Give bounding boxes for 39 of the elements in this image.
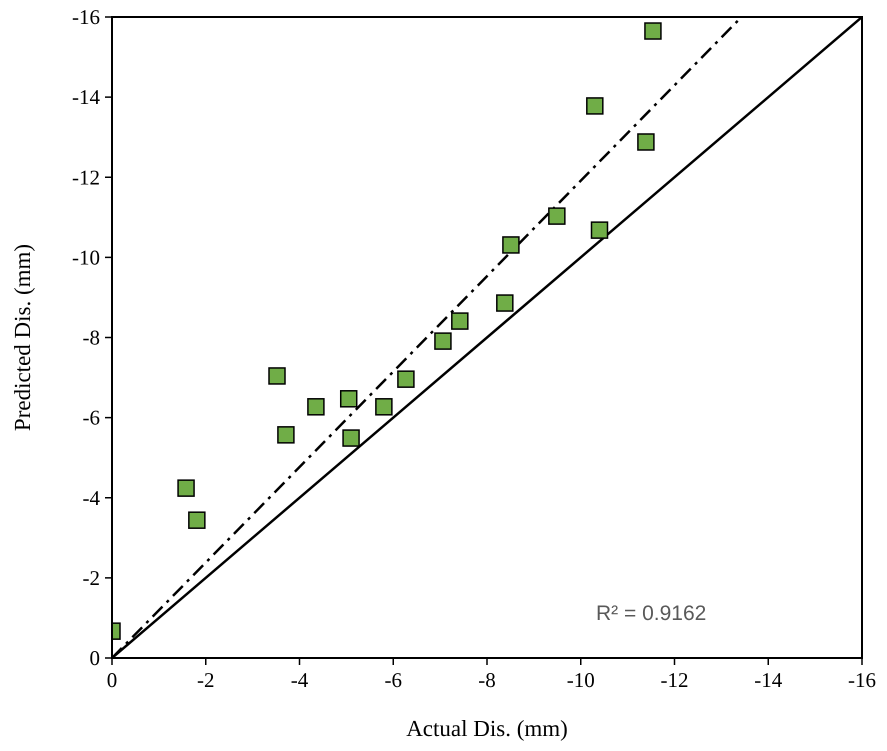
x-tick-label: -16 <box>848 668 876 692</box>
y-tick-label: -4 <box>82 486 100 510</box>
point <box>434 332 452 350</box>
point <box>340 390 358 408</box>
point <box>307 398 325 416</box>
point <box>502 236 520 254</box>
y-tick-label: -16 <box>72 5 100 29</box>
x-tick-label: -12 <box>660 668 688 692</box>
x-tick-label: -2 <box>197 668 214 692</box>
x-tick-label: -4 <box>290 668 309 692</box>
y-tick-label: -12 <box>72 165 100 190</box>
point <box>451 312 469 330</box>
x-tick-label: -8 <box>478 668 496 692</box>
x-tick-label: -14 <box>754 668 783 692</box>
x-tick-label: 0 <box>106 668 118 692</box>
point <box>188 511 206 529</box>
point <box>277 426 295 444</box>
x-axis-title: Actual Dis. (mm) <box>406 716 568 741</box>
point <box>397 370 415 388</box>
y-tick-label: 0 <box>90 646 100 670</box>
point <box>590 221 608 239</box>
x-tick-label: -6 <box>384 668 402 692</box>
y-tick-label: -14 <box>72 85 100 110</box>
point <box>342 429 360 447</box>
y-axis-title: Predicted Dis. (mm) <box>10 244 35 432</box>
y-tick-label: -8 <box>82 326 100 350</box>
y-tick-label: -10 <box>72 245 100 270</box>
point <box>586 97 604 115</box>
x-tick-label: -10 <box>566 668 595 692</box>
y-tick-label: -6 <box>82 406 100 430</box>
annotation: R² = 0.9162 <box>596 602 706 625</box>
point <box>644 22 662 40</box>
point <box>375 398 393 416</box>
point <box>496 294 514 312</box>
y-tick-label: -2 <box>82 566 100 590</box>
point <box>177 479 195 497</box>
point <box>637 133 655 151</box>
point <box>268 367 286 385</box>
point <box>548 207 566 225</box>
